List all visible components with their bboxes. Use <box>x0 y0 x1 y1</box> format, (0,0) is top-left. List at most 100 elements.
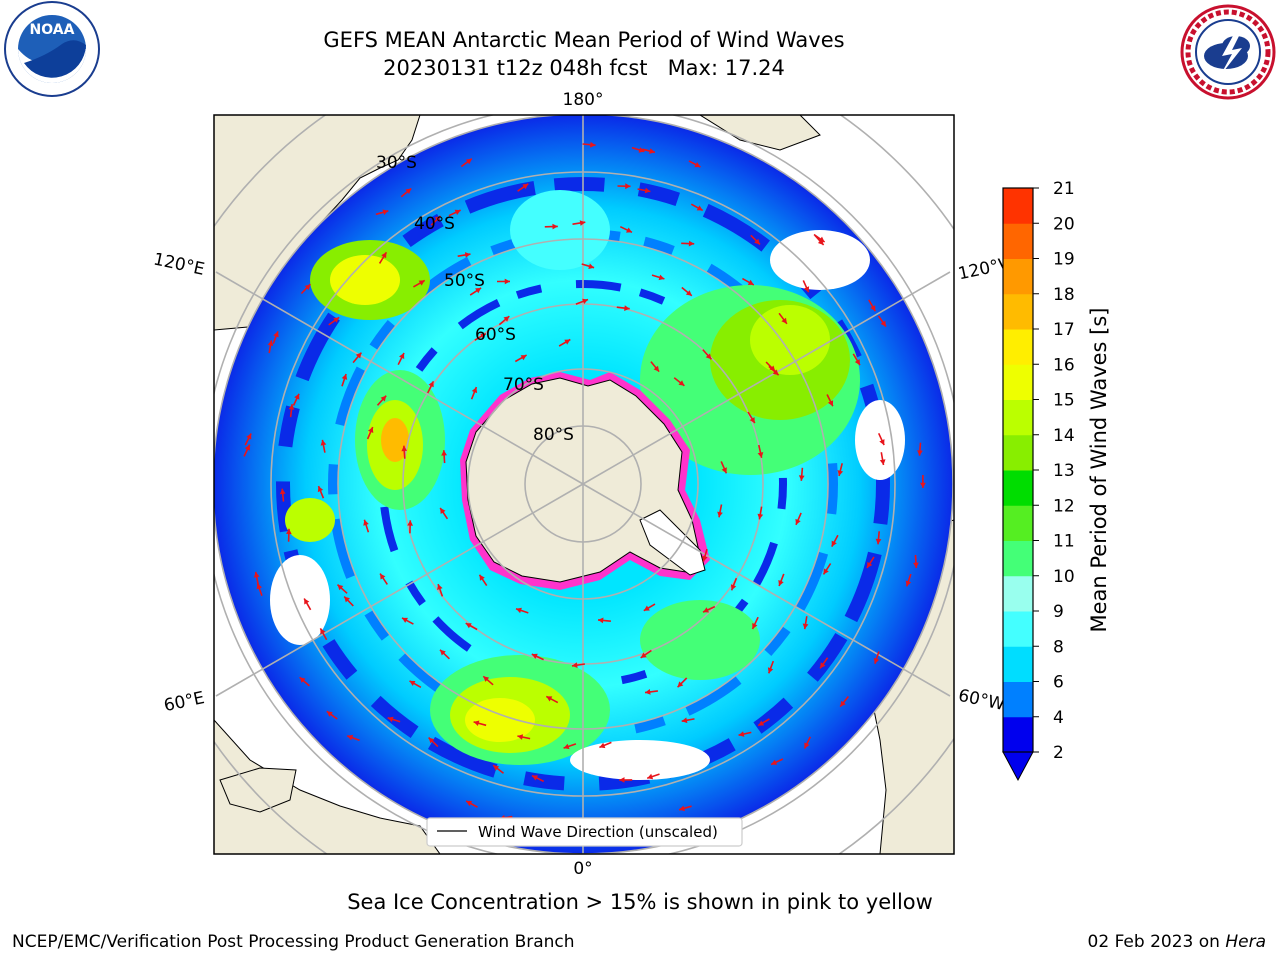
date-prefix: 02 Feb 2023 on <box>1087 932 1220 952</box>
wind-wave-arrow-head <box>344 596 350 603</box>
wind-wave-arrow-head <box>320 628 326 635</box>
lon-label-60e: 60°E <box>162 688 206 716</box>
wind-wave-arrow-head <box>256 583 262 590</box>
wind-wave-arrows <box>243 141 926 830</box>
colorbar-segment <box>1003 470 1033 506</box>
wind-wave-arrow-head <box>273 331 279 338</box>
lon-label-0: 0° <box>573 859 592 879</box>
wind-wave-arrow-head <box>772 369 779 376</box>
wind-wave-arrow-head <box>381 252 387 259</box>
noaa-logo-text: NOAA <box>30 22 75 38</box>
wind-wave-arrow-head <box>638 147 645 153</box>
wind-wave-arrow-head <box>409 680 416 686</box>
wind-wave-arrow-head <box>333 317 340 323</box>
wind-wave-arrow-head <box>279 488 286 495</box>
wind-wave-arrow-head <box>781 317 787 324</box>
wind-wave-arrow-head <box>598 617 604 624</box>
wind-wave-arrow-head <box>867 561 873 568</box>
wind-wave-arrow-head <box>685 290 692 296</box>
colorbar-tick-label: 13 <box>1053 461 1075 481</box>
colorbar-segment <box>1003 293 1033 330</box>
wind-wave-arrow-head <box>244 444 250 451</box>
lat-label-50s: 50°S <box>444 271 485 291</box>
wind-wave-arrow-head <box>320 439 327 446</box>
colorbar: 2 4 6 8 9 10 11 12 13 14 15 16 17 18 19 20 21 Mean Perio… <box>1002 179 1111 782</box>
wind-wave-arrow-head <box>599 742 606 749</box>
wind-wave-arrow-head <box>920 482 926 488</box>
wind-wave-arrow-head <box>401 445 408 452</box>
wind-wave-arrow-head <box>473 720 480 726</box>
wind-wave-arrow-head <box>721 467 727 474</box>
wind-wave-arrow-head <box>870 305 876 312</box>
wind-wave-arrow-head <box>678 380 685 386</box>
wind-wave-arrow-head <box>590 141 596 148</box>
colorbar-tick-label: 2 <box>1053 743 1064 763</box>
colorbar-segment <box>1003 434 1033 471</box>
wind-wave-arrow-head <box>905 580 912 587</box>
wind-wave-arrow-head <box>434 215 441 222</box>
wind-wave-arrow-head <box>798 475 805 481</box>
colorbar-tick-label: 4 <box>1053 708 1064 728</box>
wind-wave-arrow-head <box>418 280 425 286</box>
wind-wave-arrow-head <box>854 359 860 366</box>
colorbar-extend-min-triangle <box>1002 751 1034 782</box>
colorbar-tick-label: 16 <box>1053 355 1075 375</box>
wind-wave-arrow-head <box>778 580 784 586</box>
wind-wave-arrow-head <box>337 584 344 591</box>
wind-wave-arrow-head <box>466 801 473 807</box>
wind-wave-arrow-head <box>802 623 809 630</box>
date-machine: Hera <box>1225 932 1266 952</box>
wind-wave-arrow-head <box>363 519 369 526</box>
wind-wave-arrow-head <box>380 395 387 402</box>
map-title: GEFS MEAN Antarctic Mean Period of Wind … <box>323 28 845 52</box>
wind-wave-arrow-head <box>873 657 880 664</box>
wind-wave-arrow-head <box>818 236 825 242</box>
colorbar-segment <box>1003 505 1033 541</box>
wind-wave-arrow-head <box>572 662 578 668</box>
wind-wave-arrow-head <box>754 238 760 245</box>
wind-wave-arrow-head <box>341 374 348 380</box>
wind-wave-arrow-head <box>749 417 755 424</box>
wind-wave-arrow-head <box>267 340 274 346</box>
colorbar-tick-label: 19 <box>1053 250 1075 270</box>
map-frame <box>213 114 955 855</box>
colorbar-segment <box>1003 681 1033 718</box>
wind-wave-arrow-head <box>771 759 778 765</box>
wind-wave-arrow-head <box>493 765 500 771</box>
wind-wave-arrow-head <box>703 607 709 613</box>
wind-wave-arrow-head <box>387 716 394 723</box>
wind-wave-arrow-head <box>516 607 522 614</box>
wind-wave-arrow-head <box>517 734 524 740</box>
wind-wave-arrow-head <box>820 662 826 669</box>
wind-wave-arrow-head <box>624 305 630 311</box>
map-legend: Wind Wave Direction (unscaled) <box>426 817 743 847</box>
colorbar-segment <box>1003 399 1033 436</box>
wind-wave-arrow-head <box>880 320 886 327</box>
wind-wave-arrow-head <box>428 737 435 744</box>
wind-wave-arrow-head <box>407 520 413 526</box>
sea-ice-note: Sea Ice Concentration > 15% is shown in … <box>347 890 933 914</box>
wind-wave-arrow-head <box>626 227 632 233</box>
wind-wave-arrow-head <box>546 696 553 702</box>
colorbar-tick-label: 11 <box>1053 532 1075 552</box>
lon-label-120e: 120°E <box>152 250 207 280</box>
wind-wave-arrow-head <box>464 252 471 258</box>
colorbar-segment <box>1003 540 1033 577</box>
wind-wave-arrow-head <box>465 158 472 165</box>
legend-label: Wind Wave Direction (unscaled) <box>478 823 718 841</box>
wind-wave-arrow-head <box>564 339 571 345</box>
wind-wave-arrow-head <box>454 209 461 215</box>
wind-wave-arrow-head <box>441 450 447 456</box>
lat-label-70s: 70°S <box>503 375 544 395</box>
wind-wave-arrow-head <box>752 623 758 629</box>
wind-wave-arrow-head <box>619 777 625 783</box>
wind-wave-arrow-head <box>640 652 647 658</box>
wind-wave-arrow-head <box>286 528 292 535</box>
wind-wave-arrow-head <box>730 584 737 591</box>
wind-wave-arrow-head <box>294 393 300 400</box>
wind-wave-arrow-head <box>437 584 443 590</box>
wind-wave-arrow-head <box>480 333 486 339</box>
wind-wave-arrow-head <box>253 571 260 578</box>
wind-wave-arrow-head <box>747 279 754 285</box>
lat-label-40s: 40°S <box>414 214 455 234</box>
